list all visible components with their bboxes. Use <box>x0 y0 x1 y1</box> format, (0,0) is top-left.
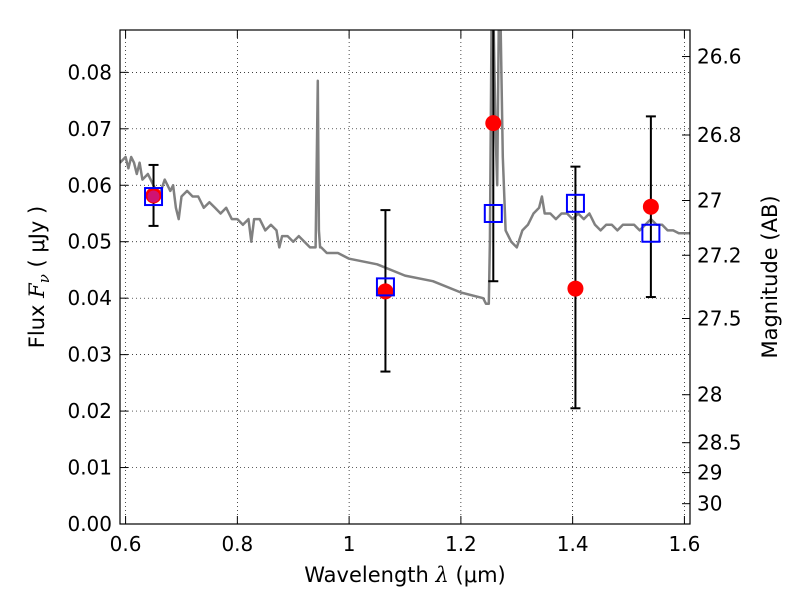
y-axis-title: Flux Fν ( μJy ) <box>25 206 53 348</box>
y-axis-title-text: Flux <box>25 305 49 349</box>
spectrum-line <box>120 30 690 306</box>
y2-axis-title: Magnitude (AB) <box>758 195 782 358</box>
x-tick-label: 0.8 <box>221 532 253 556</box>
model-square <box>375 277 395 297</box>
x-tick-label: 1.2 <box>445 532 477 556</box>
y-tick-label: 0.03 <box>67 343 112 367</box>
overlap-marker <box>147 190 160 203</box>
model-square <box>641 223 661 243</box>
y-tick-label: 0.06 <box>67 173 112 197</box>
plot-frame <box>119 29 691 525</box>
y2-tick-label: 29 <box>697 461 722 485</box>
y-tick-label: 0.02 <box>67 399 112 423</box>
y-axis-unit: ( μJy ) <box>25 206 49 268</box>
x-axis-symbol: λ <box>435 563 449 587</box>
observed-point <box>567 280 584 297</box>
y-tick-label: 0.07 <box>67 117 112 141</box>
x-tick-label: 1.6 <box>669 532 701 556</box>
y-tick-label: 0.04 <box>67 286 112 310</box>
plot-area <box>120 30 690 410</box>
y-tick-label: 0.01 <box>67 456 112 480</box>
y2-tick-label: 30 <box>697 492 722 516</box>
x-axis-unit: (μm) <box>456 563 506 587</box>
observed-point <box>642 198 659 215</box>
y-tick-label: 0.08 <box>67 60 112 84</box>
model-square <box>144 187 164 207</box>
observed-point <box>377 283 394 300</box>
x-tick-label: 1.4 <box>557 532 589 556</box>
y2-tick-label: 28.5 <box>697 431 742 455</box>
y2-tick-labels: 26.6 26.8 27 27.2 27.5 28 28.5 29 30 <box>697 45 742 516</box>
y-tick-label: 0.00 <box>67 512 112 536</box>
observed-points <box>145 115 659 300</box>
y2-tick-label: 27.2 <box>697 243 742 267</box>
model-square <box>483 203 503 223</box>
observed-point <box>485 115 502 132</box>
y-tick-labels: 0.00 0.01 0.02 0.03 0.04 0.05 0.06 0.07 0.08 <box>67 60 112 536</box>
y2-tick-label: 28 <box>697 383 722 407</box>
y2-tick-label: 27 <box>697 189 722 213</box>
plot-background <box>120 30 690 524</box>
x-axis-title: Wavelength λ (μm) <box>304 563 505 587</box>
y-axis-subscript: ν <box>35 274 53 283</box>
y2-tick-label: 27.5 <box>697 306 742 330</box>
y-tick-label: 0.05 <box>67 230 112 254</box>
y2-tick-label: 26.6 <box>697 45 742 69</box>
axis-ticks <box>120 30 690 525</box>
y2-tick-label: 26.8 <box>697 123 742 147</box>
x-tick-labels: 0.6 0.8 1 1.2 1.4 1.6 <box>110 532 701 556</box>
model-square <box>565 193 585 213</box>
x-tick-label: 0.6 <box>110 532 142 556</box>
y-axis-symbol: F <box>25 282 49 299</box>
x-tick-label: 1 <box>343 532 356 556</box>
x-axis-title-text: Wavelength <box>304 563 429 587</box>
model-spectrum <box>120 30 690 306</box>
model-photometry-points <box>144 187 661 297</box>
